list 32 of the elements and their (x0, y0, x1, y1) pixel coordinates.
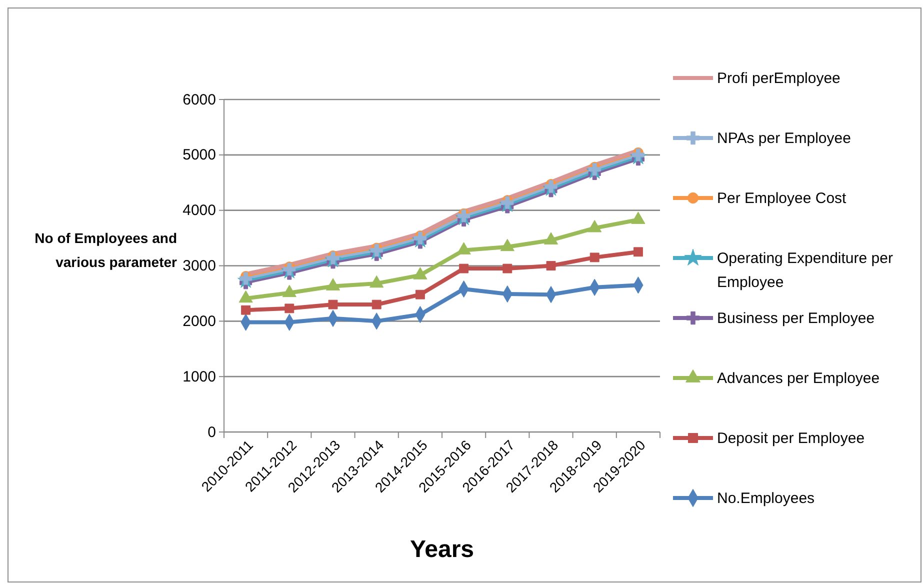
y-tick-label: 3000 (182, 258, 216, 275)
y-tick-label: 2000 (182, 312, 216, 330)
y-tick-label: 6000 (182, 91, 216, 108)
legend-label: Operating Expenditure per Employee (717, 250, 893, 291)
x-axis-title: Years (410, 536, 474, 563)
legend-label: Profi perEmployee (717, 70, 840, 87)
point (588, 163, 601, 176)
point (459, 264, 469, 274)
legend-label: Business per Employee (717, 310, 875, 327)
point (284, 304, 294, 314)
point (241, 305, 251, 315)
point (328, 300, 338, 310)
y-tick-label: 4000 (182, 202, 216, 220)
y-tick-label: 1000 (182, 368, 216, 386)
point (501, 196, 514, 209)
point (415, 290, 425, 300)
point (502, 264, 512, 274)
point (546, 261, 556, 270)
legend-label: NPAs per Employee (717, 130, 851, 147)
y-axis-title: No of Employees and various parameter (34, 230, 178, 270)
legend-label: Deposit per Employee (717, 430, 865, 447)
y-tick-label: 0 (208, 424, 216, 441)
point (633, 247, 643, 257)
point (370, 244, 383, 256)
legend-label: Per Employee Cost (717, 190, 848, 207)
legend-label: No.Employees (717, 490, 815, 507)
point (590, 252, 600, 262)
y-tick-label: 5000 (182, 146, 216, 164)
point (372, 300, 382, 310)
point (458, 210, 470, 222)
legend-label: Advances per Employee (717, 370, 880, 387)
point (544, 180, 558, 193)
